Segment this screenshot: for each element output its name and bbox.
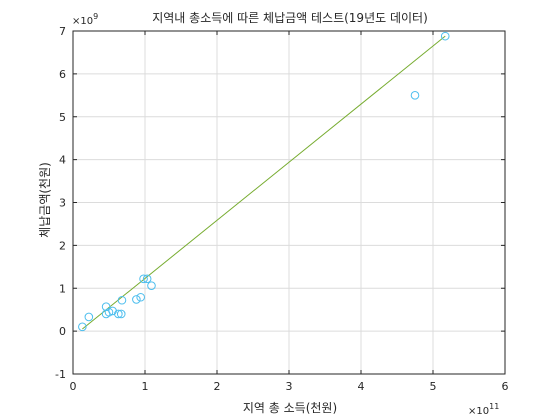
data-point bbox=[410, 91, 420, 100]
data-point bbox=[117, 295, 127, 305]
y-exponent: ×109 bbox=[72, 12, 98, 27]
data-point bbox=[136, 292, 145, 302]
data-points bbox=[78, 31, 450, 332]
data-point bbox=[139, 274, 148, 284]
data-point bbox=[104, 307, 114, 317]
data-point bbox=[132, 295, 141, 304]
data-point bbox=[142, 274, 152, 284]
y-tick-label: 5 bbox=[59, 111, 66, 124]
data-point bbox=[84, 312, 94, 322]
x-tick-label: 2 bbox=[214, 380, 221, 393]
grid bbox=[72, 30, 506, 375]
x-tick-label: 0 bbox=[70, 380, 77, 393]
chart-title: 지역내 총소득에 따른 체납금액 테스트(19년도 데이터) bbox=[152, 11, 428, 25]
x-tick-label: 4 bbox=[358, 380, 365, 393]
data-point bbox=[440, 31, 450, 41]
y-tick-label: -1 bbox=[55, 368, 66, 381]
x-exponent-base: ×10 bbox=[468, 406, 489, 417]
y-tick-label: 6 bbox=[59, 68, 66, 81]
x-tick-labels: 0 1 2 3 4 5 6 bbox=[70, 380, 509, 393]
data-point bbox=[116, 309, 126, 319]
y-tick-label: 7 bbox=[59, 25, 66, 38]
y-tick-labels: -1 0 1 2 3 4 5 6 7 bbox=[55, 25, 66, 381]
data-point bbox=[78, 322, 87, 332]
y-tick-label: 0 bbox=[59, 325, 66, 338]
fit-line bbox=[82, 35, 446, 330]
x-exponent-power: 11 bbox=[489, 402, 499, 411]
ticks bbox=[72, 30, 506, 375]
x-exponent: ×1011 bbox=[468, 402, 499, 417]
data-point bbox=[114, 309, 123, 319]
y-tick-label: 3 bbox=[59, 197, 66, 210]
x-tick-label: 5 bbox=[430, 380, 437, 393]
y-tick-label: 4 bbox=[59, 154, 66, 167]
x-tick-label: 3 bbox=[286, 380, 293, 393]
y-tick-label: 1 bbox=[59, 282, 66, 295]
x-axis-label: 지역 총 소득(천원) bbox=[243, 400, 337, 415]
y-exponent-base: ×10 bbox=[72, 16, 93, 27]
data-point bbox=[147, 281, 156, 290]
y-tick-label: 2 bbox=[59, 239, 66, 252]
x-tick-label: 1 bbox=[142, 380, 149, 393]
y-exponent-power: 9 bbox=[93, 12, 98, 21]
y-axis-label: 체납금액(천원) bbox=[37, 162, 52, 238]
x-tick-label: 6 bbox=[502, 380, 509, 393]
